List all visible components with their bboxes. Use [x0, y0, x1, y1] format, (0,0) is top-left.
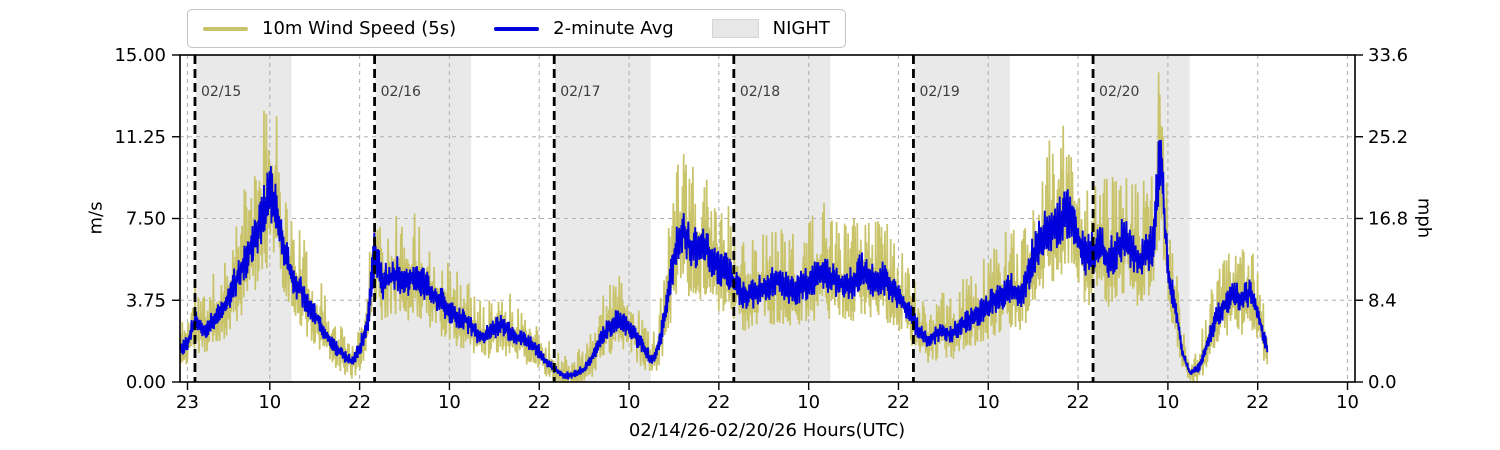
x-tick-label: 10 — [797, 392, 820, 413]
legend-label-raw: 10m Wind Speed (5s) — [262, 18, 457, 39]
x-tick-label: 23 — [176, 392, 199, 413]
avg-series-line-swatch — [494, 26, 540, 31]
y-tick-label-right: 16.8 — [1368, 209, 1408, 230]
y-tick-label-left: 11.25 — [114, 127, 166, 148]
legend-item-avg: 2-minute Avg — [494, 18, 674, 39]
y-tick-label-right: 25.2 — [1368, 127, 1408, 148]
x-tick-label: 22 — [348, 392, 371, 413]
y-tick-label-left: 3.75 — [126, 290, 166, 311]
x-tick-label: 22 — [887, 392, 910, 413]
day-marker-label: 02/18 — [740, 84, 780, 100]
chart-legend: 10m Wind Speed (5s) 2-minute Avg NIGHT — [187, 9, 846, 48]
x-tick-label: 10 — [438, 392, 461, 413]
legend-label-night: NIGHT — [772, 18, 830, 39]
day-marker-label: 02/16 — [381, 84, 421, 100]
wind-avg-series — [179, 139, 1269, 380]
x-tick-label: 22 — [528, 392, 551, 413]
y-tick-label-left: 15.00 — [114, 45, 166, 66]
y-tick-label-right: 33.6 — [1368, 45, 1408, 66]
y-axis-label-right: mph — [1413, 197, 1435, 239]
x-tick-label: 22 — [1246, 392, 1269, 413]
x-axis-label: 02/14/26-02/20/26 Hours(UTC) — [628, 420, 906, 441]
y-tick-label-right: 0.0 — [1368, 372, 1397, 393]
y-tick-label-left: 0.00 — [126, 372, 166, 393]
x-tick-label: 22 — [1067, 392, 1090, 413]
day-marker-label: 02/20 — [1099, 84, 1139, 100]
x-tick-label: 10 — [1156, 392, 1179, 413]
x-tick-label: 10 — [258, 392, 281, 413]
x-tick-label: 10 — [618, 392, 641, 413]
x-tick-label: 22 — [707, 392, 730, 413]
legend-item-raw: 10m Wind Speed (5s) — [203, 18, 456, 39]
day-marker-label: 02/19 — [919, 84, 959, 100]
legend-label-avg: 2-minute Avg — [553, 18, 674, 39]
y-tick-label-right: 8.4 — [1368, 290, 1397, 311]
day-marker-label: 02/17 — [560, 84, 600, 100]
x-tick-label: 10 — [977, 392, 1000, 413]
night-patch-swatch — [711, 19, 759, 38]
legend-item-night: NIGHT — [711, 18, 830, 39]
raw-series-line-swatch — [203, 26, 248, 31]
x-tick-label: 10 — [1336, 392, 1359, 413]
y-tick-label-left: 7.50 — [126, 209, 166, 230]
y-axis-label-left: m/s — [85, 201, 107, 235]
day-marker-label: 02/15 — [201, 84, 241, 100]
